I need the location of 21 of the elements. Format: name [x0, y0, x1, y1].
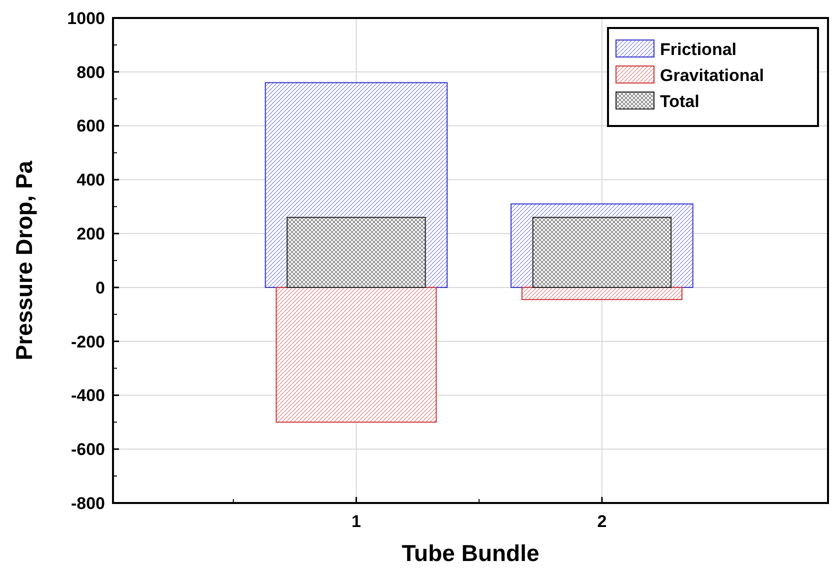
bar: [286, 216, 426, 288]
y-tick-label: 400: [76, 170, 105, 190]
legend-label: Gravitational: [660, 66, 764, 85]
y-tick-label: 800: [76, 62, 105, 82]
legend-label: Total: [660, 92, 700, 111]
y-tick-label: 1000: [67, 8, 105, 28]
y-tick-label: -600: [70, 440, 105, 460]
y-axis-title: Pressure Drop, Pa: [11, 160, 37, 360]
bar: [521, 286, 682, 300]
x-tick-label: 1: [352, 512, 361, 531]
y-tick-label: 200: [76, 224, 105, 244]
bar: [532, 216, 672, 288]
x-axis-title: Tube Bundle: [402, 540, 540, 566]
y-tick-label: -200: [70, 332, 105, 352]
bar: [276, 286, 437, 423]
y-tick-label: -800: [70, 494, 105, 513]
y-tick-label: 600: [76, 116, 105, 136]
legend-label: Frictional: [660, 40, 737, 59]
y-tick-label: -400: [70, 386, 105, 406]
x-tick-label: 2: [597, 512, 607, 531]
y-tick-label: 0: [96, 278, 105, 298]
